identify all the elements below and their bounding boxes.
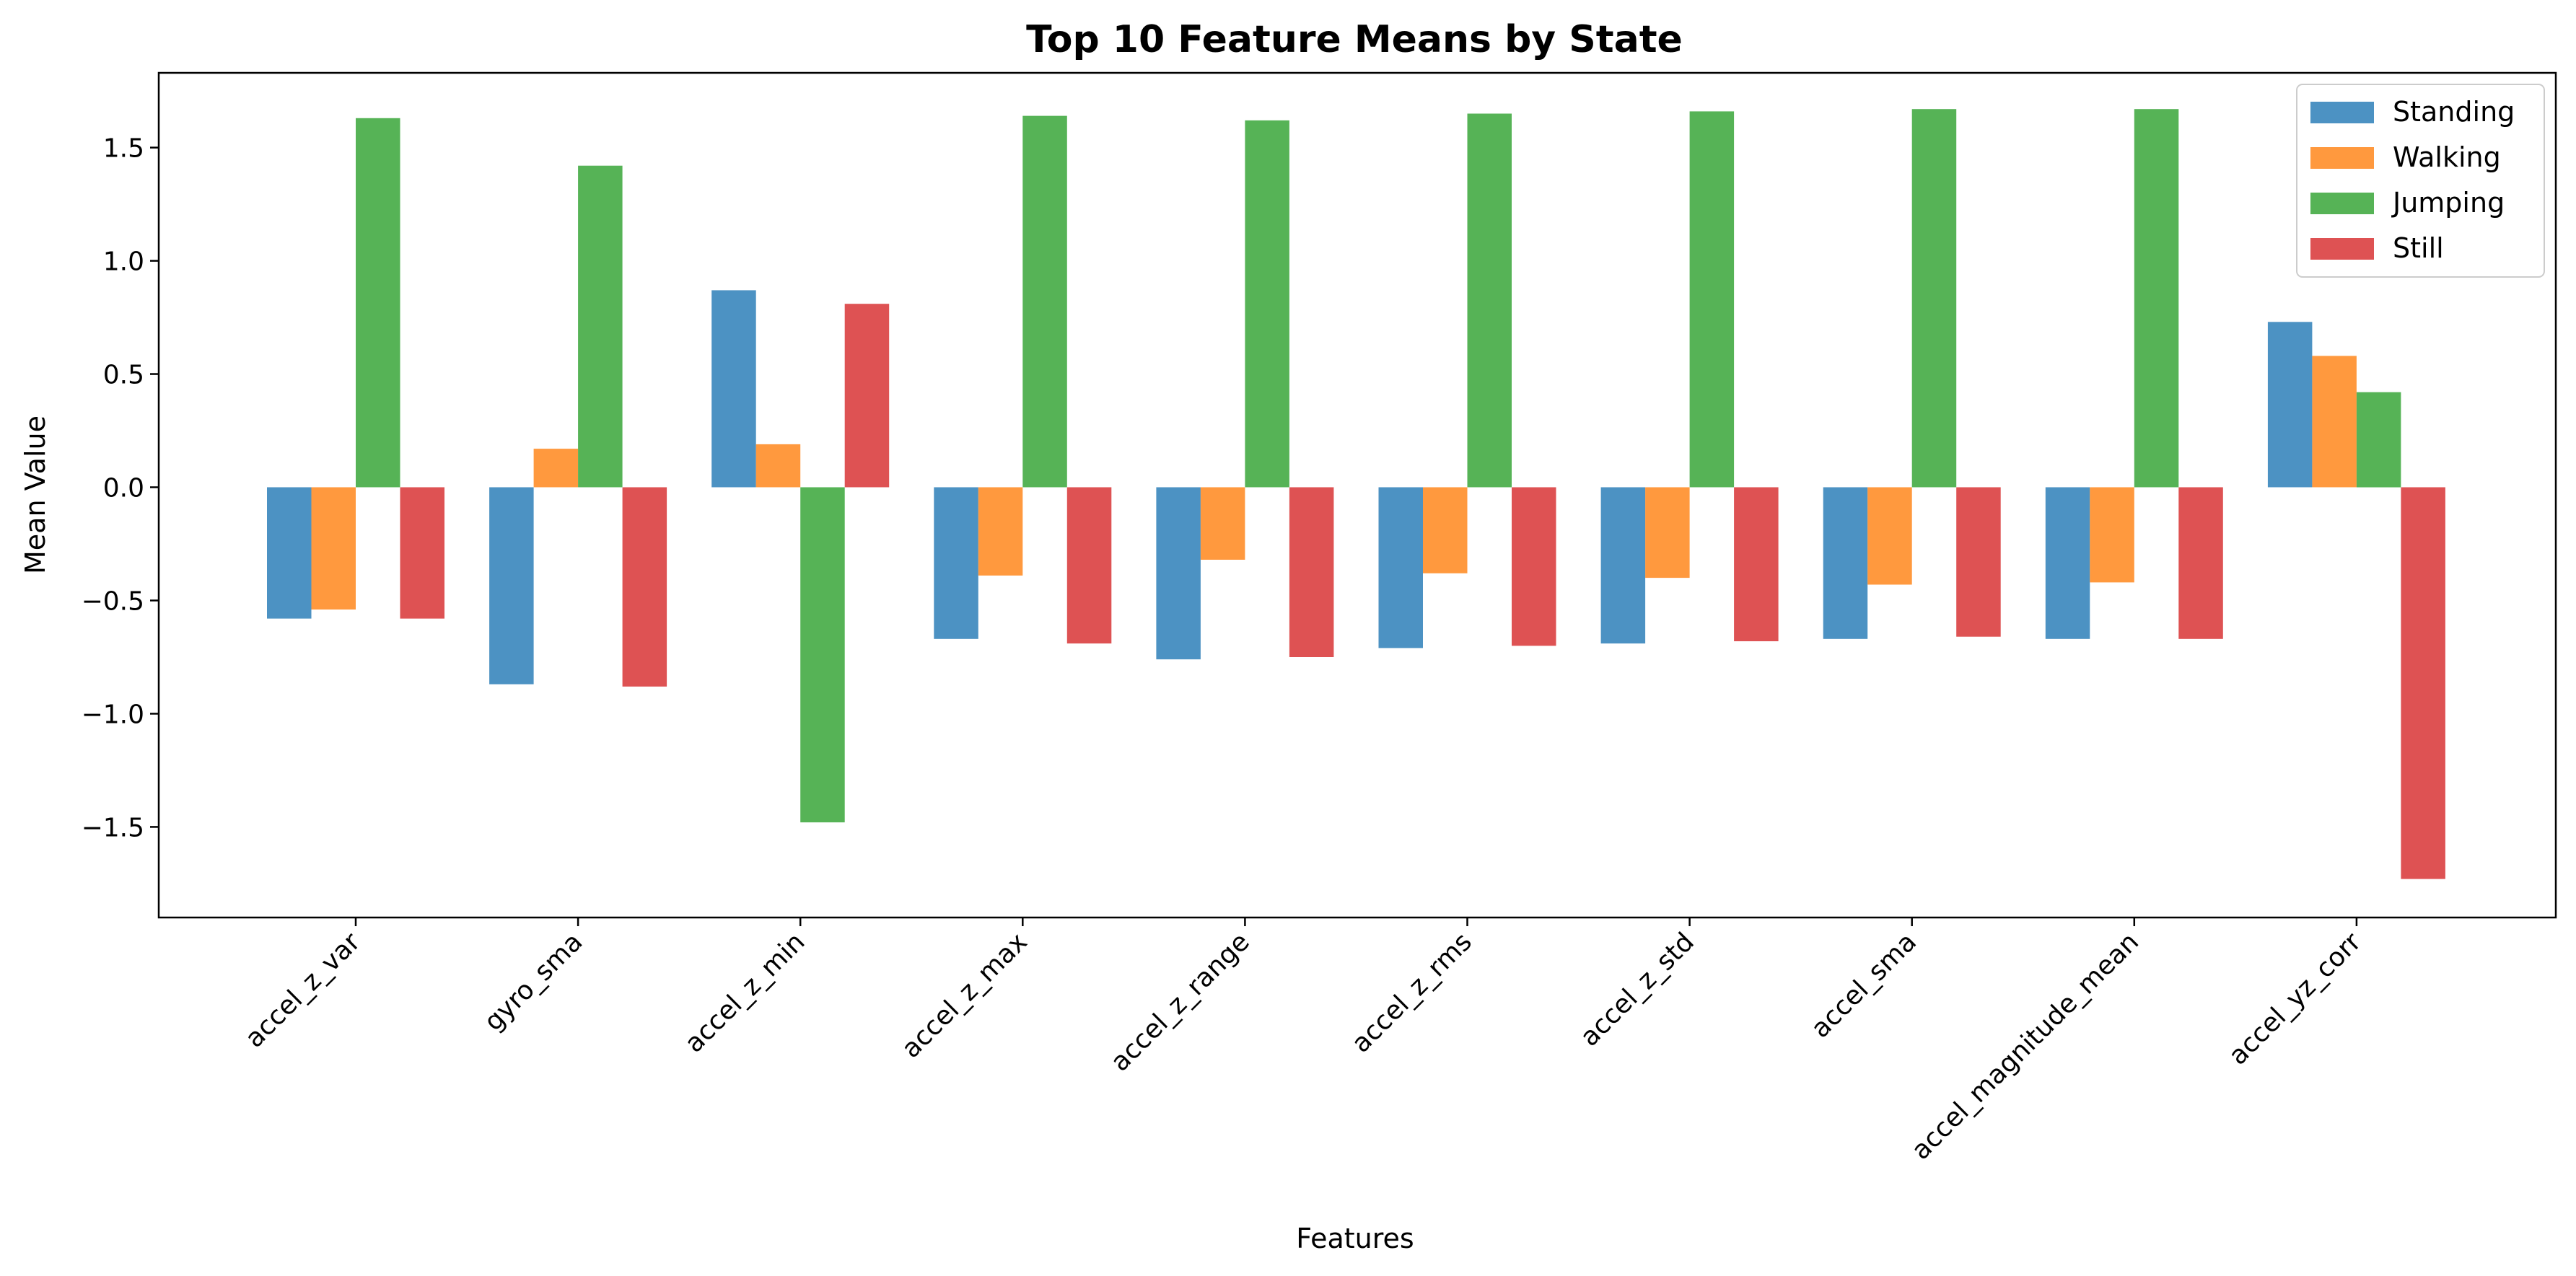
bar-still-accel_z_range xyxy=(1289,487,1334,657)
y-tick-label: −0.5 xyxy=(82,586,144,616)
bar-walking-accel_z_range xyxy=(1200,487,1245,560)
bar-walking-accel_magnitude_mean xyxy=(2090,487,2134,583)
bar-jumping-accel_z_max xyxy=(1022,115,1067,488)
y-tick-label: −1.0 xyxy=(82,700,144,729)
y-axis: −1.5 −1.0 −0.5 0.0 0.5 1.0 1.5 xyxy=(82,134,159,842)
legend-swatch-still xyxy=(2310,238,2374,260)
bar-standing-accel_sma xyxy=(1823,487,1868,639)
bar-jumping-accel_sma xyxy=(1911,109,1957,488)
bar-jumping-accel_magnitude_mean xyxy=(2134,109,2179,488)
bar-standing-gyro_sma xyxy=(489,487,534,685)
legend-swatch-jumping xyxy=(2310,193,2374,214)
chart-title: Top 10 Feature Means by State xyxy=(1026,18,1683,61)
legend: Standing Walking Jumping Still xyxy=(2296,84,2545,278)
bar-standing-accel_z_min xyxy=(711,290,756,488)
legend-swatch-walking xyxy=(2310,147,2374,169)
y-tick-label: 0.0 xyxy=(103,474,144,503)
bars-group xyxy=(267,109,2445,879)
bar-jumping-accel_z_var xyxy=(356,118,400,488)
bar-jumping-gyro_sma xyxy=(578,165,623,488)
bar-standing-accel_z_var xyxy=(267,487,312,619)
bar-standing-accel_magnitude_mean xyxy=(2045,487,2090,639)
bar-walking-accel_z_min xyxy=(755,444,801,488)
bar-walking-gyro_sma xyxy=(533,449,579,488)
bar-still-accel_z_std xyxy=(1734,487,1779,641)
legend-frame xyxy=(2296,84,2545,278)
bar-still-accel_yz_corr xyxy=(2401,487,2445,879)
bar-still-accel_z_var xyxy=(400,487,444,619)
bar-still-accel_z_max xyxy=(1066,487,1112,644)
bar-walking-accel_yz_corr xyxy=(2312,356,2357,488)
bar-standing-accel_z_rms xyxy=(1378,487,1423,648)
bar-still-accel_z_rms xyxy=(1512,487,1556,646)
legend-label-jumping: Jumping xyxy=(2391,187,2505,219)
bar-standing-accel_yz_corr xyxy=(2267,322,2313,488)
bar-jumping-accel_z_std xyxy=(1689,111,1735,488)
bar-still-accel_z_min xyxy=(844,304,890,488)
bar-walking-accel_z_var xyxy=(311,487,356,610)
legend-label-standing: Standing xyxy=(2393,96,2515,128)
bar-standing-accel_z_std xyxy=(1600,487,1646,644)
legend-swatch-standing xyxy=(2310,102,2374,123)
bar-standing-accel_z_max xyxy=(934,487,978,639)
bar-jumping-accel_z_range xyxy=(1245,120,1289,488)
y-tick-label: 0.5 xyxy=(103,361,144,390)
bar-standing-accel_z_range xyxy=(1156,487,1201,660)
bar-still-gyro_sma xyxy=(622,487,667,687)
bar-jumping-accel_z_rms xyxy=(1467,113,1512,488)
bar-jumping-accel_z_min xyxy=(800,487,845,823)
y-tick-label: 1.5 xyxy=(103,134,144,164)
bar-jumping-accel_yz_corr xyxy=(2356,392,2401,488)
bar-walking-accel_z_std xyxy=(1645,487,1690,578)
bar-walking-accel_sma xyxy=(1867,487,1912,585)
y-axis-label: Mean Value xyxy=(19,415,51,574)
bar-walking-accel_z_max xyxy=(978,487,1023,576)
legend-label-walking: Walking xyxy=(2393,141,2501,173)
bar-still-accel_magnitude_mean xyxy=(2178,487,2223,639)
bar-still-accel_sma xyxy=(1956,487,2001,637)
legend-label-still: Still xyxy=(2393,232,2444,264)
bar-walking-accel_z_rms xyxy=(1423,487,1468,573)
y-tick-label: −1.5 xyxy=(82,813,144,842)
y-tick-label: 1.0 xyxy=(103,247,144,277)
x-axis-label: Features xyxy=(1296,1223,1414,1254)
plot-frame xyxy=(157,71,2557,919)
